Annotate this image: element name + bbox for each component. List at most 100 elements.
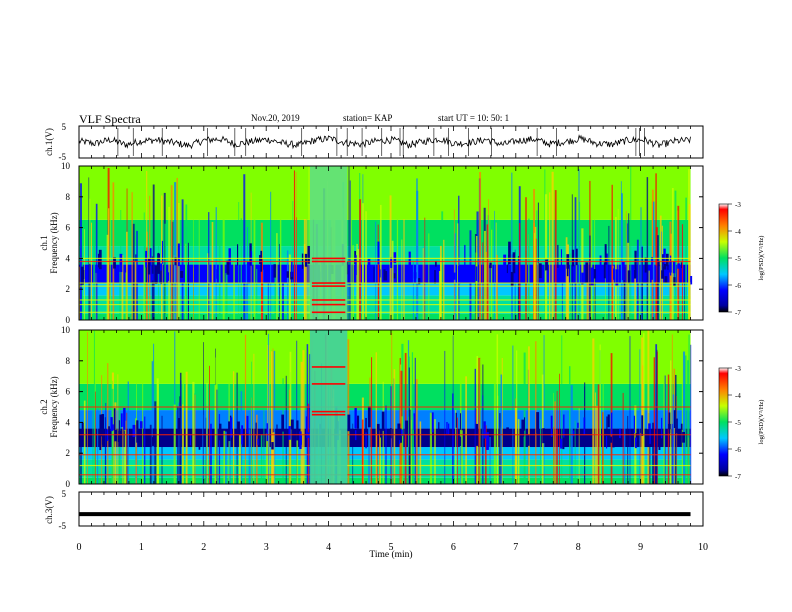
ch2-spec-streak <box>232 371 235 484</box>
ch1-spec-streak <box>544 169 546 320</box>
ch2-spec-patch <box>123 430 125 448</box>
ch2-spec-streak <box>272 432 275 484</box>
ch1-spec-streak <box>549 192 551 320</box>
ch2-spec-streak <box>178 402 180 484</box>
ch2-spec-streak <box>253 353 255 484</box>
ch2-spec-streak <box>202 414 204 484</box>
ch1-colorbar-label: log(PSD)(V²/Hz) <box>758 236 765 281</box>
ch2-spec-patch <box>583 437 586 443</box>
ch1-ytick-label: 2 <box>66 284 71 294</box>
xaxis-tick-label: 9 <box>638 542 643 553</box>
ch1-spec-patch <box>113 257 116 269</box>
ch2-ytick-label: 6 <box>66 387 71 397</box>
ch2-spec-streak <box>117 374 119 484</box>
ch1-spec-streak <box>187 242 189 320</box>
ch2-spec-streak <box>478 357 481 484</box>
ch2-spec-streak <box>664 375 666 484</box>
ch2-spec-patch <box>178 417 181 435</box>
ch2-spec-streak <box>559 373 560 484</box>
ch2-spec-patch <box>101 414 105 433</box>
ch1-spec-streak <box>168 206 170 320</box>
ch2-spec-patch <box>288 426 291 440</box>
ch1-spec-streak <box>151 256 154 320</box>
ch2-spec-streak <box>272 433 274 484</box>
ch2-spec-patch <box>676 418 678 434</box>
ch1-spec-patch <box>663 248 666 267</box>
ch1-spec-patch <box>655 265 657 282</box>
ch1-spec-gap <box>309 166 348 320</box>
ch1-spec-streak <box>438 270 441 320</box>
ch2-spec-streak <box>452 335 454 484</box>
ch2-spec-patch <box>246 415 249 434</box>
ch1-spec-band <box>79 166 691 220</box>
ch1-spec-patch <box>673 277 676 287</box>
ch1-spec-hline <box>79 260 691 263</box>
ch1-spec-patch <box>408 267 411 281</box>
ch2-spec-streak <box>465 376 467 484</box>
ch2-spec-streak <box>385 405 387 484</box>
ch1-gap-line <box>311 260 346 263</box>
ch1-spec-streak <box>89 198 91 320</box>
ch1-spec-patch <box>593 269 597 279</box>
ch2-spec-streak <box>687 360 689 484</box>
ch2-spec-patch <box>290 419 294 430</box>
ch2-spec-streak <box>688 334 690 484</box>
ch2-spec-streak <box>223 430 226 484</box>
ch2-spec-patch <box>296 420 299 441</box>
ch2-spec-streak <box>256 414 258 484</box>
ch1-spec-streak <box>256 268 258 320</box>
ch2-spec-patch <box>108 426 110 440</box>
ch1-spec-streak <box>578 169 580 320</box>
ch1-spec-patch <box>286 271 289 278</box>
ch2-spec-streak <box>347 339 350 484</box>
ch2-spec-streak <box>663 347 665 484</box>
ch1-spec-streak <box>158 244 160 320</box>
ch1-spec-patch <box>651 257 653 280</box>
ch2-spec-patch <box>255 422 257 436</box>
ch2-spec-streak <box>460 437 462 484</box>
ch1-spec-streak <box>143 260 145 320</box>
ch1-spec-patch <box>510 271 514 286</box>
ch2-spec-streak <box>206 382 208 484</box>
ch2-spec-patch <box>365 432 367 449</box>
ch1-spec-patch <box>393 252 397 264</box>
ch1-spec-streak <box>112 182 115 320</box>
ch1-spec-patch <box>575 248 578 266</box>
ch2-spec-patch <box>668 412 671 434</box>
ch2-spec-streak <box>489 436 491 484</box>
ch2-spec-streak <box>375 352 377 484</box>
ch1-spec-streak <box>623 267 626 320</box>
ch2-spec-band <box>79 447 691 460</box>
ch1-spec-patch <box>291 261 293 277</box>
xaxis-label: Time (min) <box>369 549 412 560</box>
ch1-spec-streak <box>586 262 589 320</box>
ch1-spec-streak <box>365 211 367 320</box>
ch2-colorbar-label: log(PSD)(V²/Hz) <box>758 400 765 445</box>
ch1-spec-streak <box>537 262 539 320</box>
ch2-spec-patch <box>542 428 545 444</box>
ch2-spec-patch <box>257 438 259 446</box>
ch2-spec-streak <box>161 415 163 484</box>
ch2-spec-streak <box>408 409 411 484</box>
ch1-spec-patch <box>604 244 607 265</box>
ch1-spec-streak <box>261 258 263 320</box>
ch1-spec-streak <box>146 247 148 320</box>
ch2-spec-patch <box>668 423 671 430</box>
ch2-colorbar-tick-label: -6 <box>735 446 741 454</box>
ch2-spec-patch <box>376 423 380 434</box>
ch2-spec-streak <box>104 417 106 484</box>
ch2-spec-streak <box>251 361 252 484</box>
ch1-spec-streak <box>83 229 85 320</box>
ch1-waveform-line <box>78 134 691 150</box>
ch2-spec-patch <box>661 417 663 439</box>
ch2-ytick-label: 2 <box>66 448 71 458</box>
ch2-spec-patch <box>572 430 575 437</box>
ch2-spec-patch <box>99 414 103 431</box>
ch1-gap-line <box>311 299 346 301</box>
ch1-spec-streak <box>267 264 269 320</box>
ch2-spec-patch <box>308 406 311 429</box>
ch1-colorbar-tick-label: -7 <box>735 309 741 317</box>
ch1-spec-streak <box>424 217 426 320</box>
ch2-spec-streak <box>434 419 436 484</box>
ch1-spec-patch <box>228 248 231 268</box>
